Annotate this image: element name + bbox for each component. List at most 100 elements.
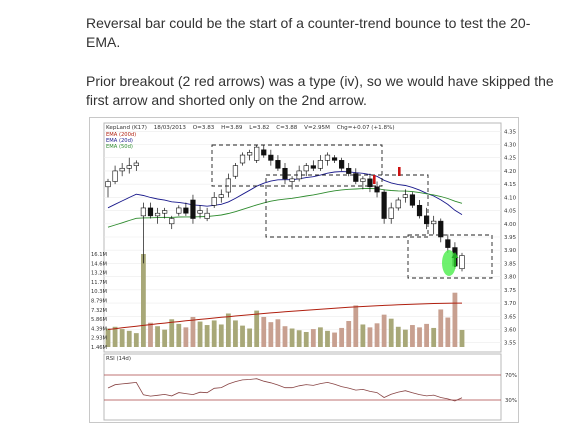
volume-bar [268,322,274,347]
candle-body [247,152,253,156]
candle-body [282,167,288,180]
volume-bar [119,329,125,347]
candle-body [346,167,352,174]
price-tick-label: 3.95 [504,235,516,241]
candle-body [112,170,118,182]
consolidation-box-1 [211,144,383,187]
volume-bar [233,320,238,347]
candle-body [119,167,125,172]
rsi-panel-frame [103,353,502,421]
candle-body [211,197,217,206]
volume-bar [374,323,380,347]
candle-body [261,149,267,156]
volume-tick-label: 5.86M [91,317,107,323]
candle-body [395,199,401,209]
volume-bar [282,326,288,347]
candle-body [225,178,231,193]
chart-close: C=3.88 [276,125,297,131]
candle-body [353,173,359,182]
volume-bar [176,323,182,347]
candle-body [105,181,111,188]
candle-body [445,239,451,248]
volume-tick-label: 14.6M [91,261,107,267]
volume-bar [431,327,437,347]
red-arrow-markers [373,167,401,184]
volume-bar [105,328,111,347]
chart-low: L=3.82 [249,125,269,131]
candle-body [360,178,366,182]
volume-bar [112,326,118,347]
volume-bar [381,314,387,347]
volume-bar [452,292,458,347]
volume-bar [211,320,217,347]
candle-body [162,210,168,214]
price-tick-label: 3.55 [504,341,516,347]
volume-bar [275,319,281,347]
volume-tick-label: 7.32M [91,308,107,314]
volume-bar [204,325,210,347]
green-arrow-icon [451,252,459,267]
price-tick-label: 4.05 [504,209,516,215]
candle-body [459,255,465,270]
candle-body [388,207,394,219]
rsi-title: RSI (14d) [106,356,131,362]
rsi-level-70: 70% [505,373,517,379]
ema-200-line [107,302,462,330]
candle-body [140,207,146,217]
candle-body [324,154,331,161]
chart-high: H=3.89 [221,125,243,131]
candle-body [423,215,430,225]
red-arrow-2 [398,167,401,176]
volume-bar [240,325,245,347]
candle-body [416,204,423,217]
volume-bar [169,319,175,347]
volume-bar [367,327,373,347]
volume-bar [417,327,422,347]
volume-bar [197,321,203,347]
volume-bar [218,324,224,347]
candle-body [431,220,437,225]
volume-bar [126,330,132,347]
chart-date: 18/03/2013 [154,125,187,131]
volume-bar [148,322,153,347]
volume-bar [353,305,359,347]
volume-bar [303,331,309,347]
price-tick-label: 4.00 [504,222,517,228]
price-tick-label: 3.90 [504,248,517,254]
volume-tick-label: 2.93M [91,336,107,342]
volume-bar [438,309,444,347]
volume-bar [225,313,231,347]
price-tick-label: 4.15 [504,182,516,188]
candle-body [367,178,373,188]
ema-50-line [107,188,463,228]
candle-body [310,165,316,169]
candle-body [317,160,324,169]
candle-body [275,160,281,169]
volume-bar [162,329,168,347]
candle-body [154,212,161,217]
volume-tick-label: 1.46M [91,345,107,351]
candle-body [176,207,182,214]
candle-body [268,154,274,161]
volume-bar [247,328,252,347]
candle-body [409,194,416,206]
volume-bar [254,310,260,347]
volume-tick-label: 10.3M [91,289,107,295]
volume-tick-label: 4.39M [91,326,107,332]
volume-tick-label: 16.1M [91,252,107,258]
stock-chart: KepLand (K17) 18/03/2013 O=3.83 H=3.89 L… [89,117,519,423]
chart-change: Chg=+0.07 (+1.8%) [337,125,395,131]
candle-body [147,207,154,217]
volume-tick-label: 11.7M [91,280,107,286]
chart-open: O=3.83 [193,125,215,131]
volume-bar [402,329,408,347]
volume-bar [155,326,160,347]
candle-body [218,194,224,198]
price-tick-label: 3.60 [504,328,517,334]
volume-bar [296,330,302,347]
chart-volume: V=2.95M [304,125,330,131]
volume-bar [133,333,139,347]
volume-bar [261,316,267,347]
volume-tick-label: 13.2M [91,271,107,277]
volume-bar [459,329,465,347]
